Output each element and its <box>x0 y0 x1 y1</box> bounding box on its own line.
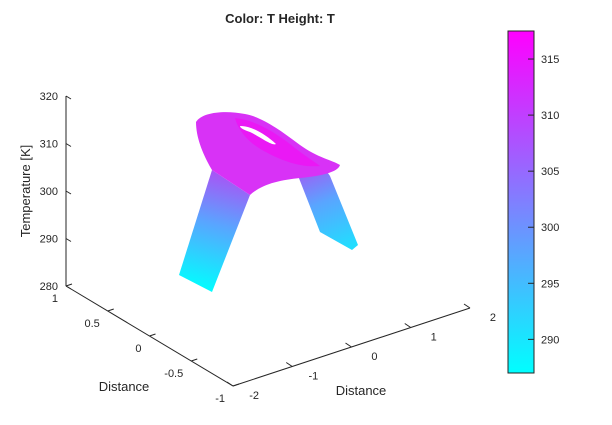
z-tick-label: 290 <box>40 234 58 246</box>
y-tick-mark <box>65 283 73 287</box>
colorbar-tick-label: 315 <box>541 54 559 66</box>
z-ticks: 280 290 300 310 320 <box>40 91 72 293</box>
colorbar-tick-label: 310 <box>541 110 559 122</box>
chart-title: Color: T Height: T <box>225 11 335 26</box>
colorbar-gradient <box>507 30 535 374</box>
surface-right-leg <box>295 162 358 250</box>
y-axis-label: Distance <box>99 379 150 394</box>
colorbar-ticks: 290 295 300 305 310 315 <box>528 54 559 346</box>
y-tick-mark <box>107 308 114 312</box>
y-tick-mark <box>191 358 198 362</box>
x-tick-mark <box>226 381 234 387</box>
z-tick-label: 280 <box>40 281 58 293</box>
x-tick-mark <box>463 303 471 309</box>
x-tick-label: 1 <box>431 332 437 344</box>
surface-hole <box>240 126 276 145</box>
x-tick-label: -1 <box>308 371 318 383</box>
surface-top <box>196 112 340 195</box>
z-tick-label: 320 <box>40 91 58 103</box>
colorbar: 290 295 300 305 310 315 <box>507 30 559 374</box>
colorbar-tick-label: 305 <box>541 166 559 178</box>
y-tick-label: 0 <box>135 343 141 355</box>
y-tick-mark <box>232 383 240 387</box>
y-ticks: -1 -0.5 0 0.5 1 <box>52 283 240 405</box>
x-tick-label: 0 <box>371 351 377 363</box>
z-tick-label: 310 <box>40 139 58 151</box>
surface-left-leg <box>179 170 250 292</box>
z-tick-mark <box>65 190 72 195</box>
x-tick-mark <box>404 323 412 328</box>
z-tick-label: 300 <box>40 186 58 198</box>
z-tick-mark <box>65 238 72 242</box>
colorbar-tick-label: 295 <box>541 278 559 290</box>
z-axis-label: Temperature [K] <box>18 145 33 238</box>
x-ticks: -2 -1 0 1 2 <box>226 303 496 402</box>
z-tick-mark <box>65 285 72 290</box>
colorbar-tick-label: 290 <box>541 334 559 346</box>
x-tick-label: -2 <box>249 390 259 402</box>
y-tick-label: -1 <box>215 393 225 405</box>
x-tick-label: 2 <box>490 312 496 324</box>
z-tick-mark <box>65 95 72 100</box>
x-axis-label: Distance <box>336 383 387 398</box>
y-tick-label: -0.5 <box>164 368 183 380</box>
z-tick-mark <box>65 143 72 147</box>
y-tick-mark <box>149 333 156 337</box>
surface-top-highlight <box>235 118 320 167</box>
surface <box>179 112 358 292</box>
y-tick-label: 1 <box>52 293 58 305</box>
colorbar-tick-label: 300 <box>541 222 559 234</box>
x-tick-mark <box>345 342 352 348</box>
x-tick-mark <box>285 362 293 367</box>
y-tick-label: 0.5 <box>84 318 99 330</box>
